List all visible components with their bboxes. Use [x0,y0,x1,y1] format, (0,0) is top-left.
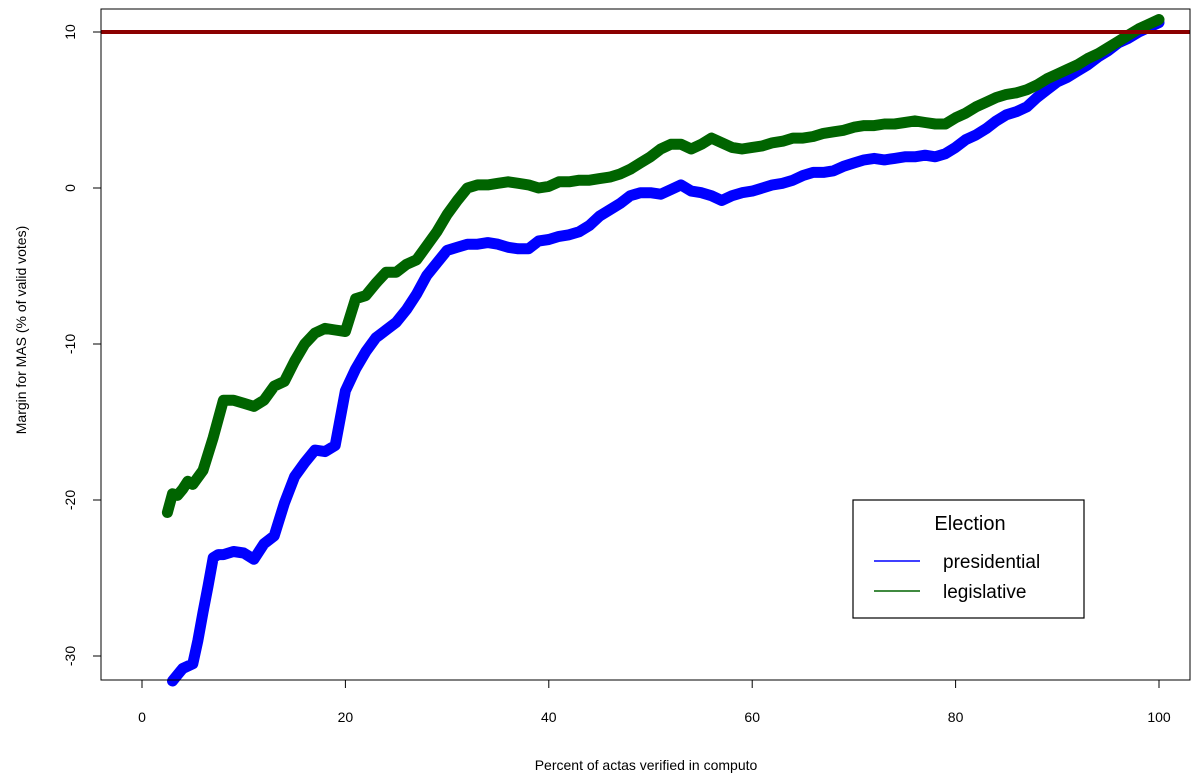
x-tick-label: 60 [744,709,760,725]
legend-label-presidential: presidential [943,552,1040,573]
y-axis-ticks: -30 -20 -10 0 10 [62,24,101,666]
y-tick-label: -30 [62,646,78,666]
x-axis-ticks: 0 20 40 60 80 100 [138,680,1171,725]
legend-label-legislative: legislative [943,582,1026,603]
y-tick-label: 0 [62,184,78,192]
y-axis-title: Margin for MAS (% of valid votes) [13,226,29,435]
series-line-legislative [161,14,1165,518]
x-axis-title: Percent of actas verified in computo [535,757,758,773]
y-tick-label: -20 [62,490,78,510]
x-tick-label: 80 [948,709,964,725]
legend: Election presidential legislative [852,499,1085,619]
y-tick-label: 10 [62,24,78,40]
x-tick-label: 40 [541,709,557,725]
x-tick-label: 0 [138,709,146,725]
x-tick-label: 20 [338,709,354,725]
x-tick-label: 100 [1147,709,1171,725]
series-line-presidential [167,17,1165,687]
series-lines [161,14,1165,687]
y-tick-label: -10 [62,334,78,354]
legend-title: Election [934,513,1005,535]
legend-box [852,499,1085,619]
